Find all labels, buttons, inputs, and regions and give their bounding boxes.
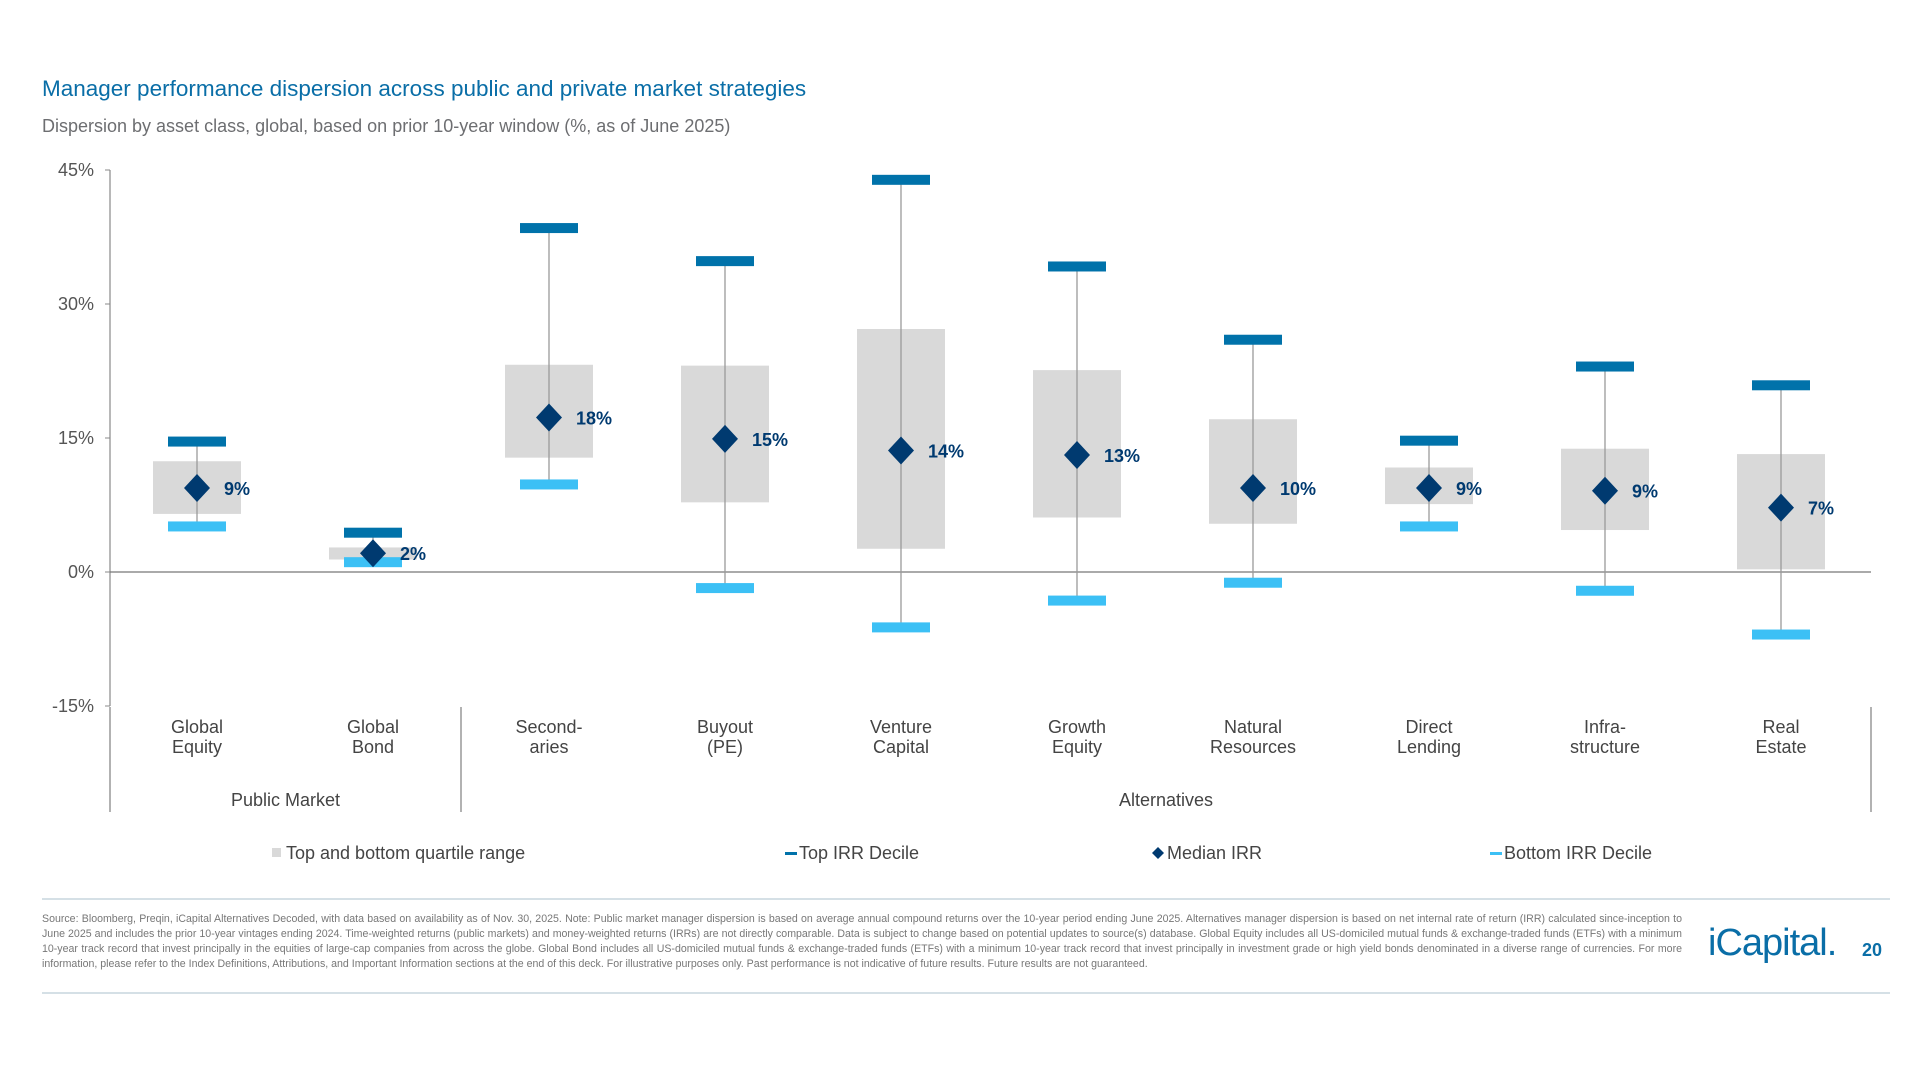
median-diamond [1240,474,1266,503]
median-label: 15% [752,430,788,450]
y-tick-label: 30% [58,294,94,314]
top-decile-marker [168,436,226,447]
top-decile-marker [1576,361,1634,372]
median-label: 7% [1808,499,1834,519]
icapital-logo: iCapital. [1708,922,1837,964]
category-label: Global [347,717,399,737]
median-diamond [888,436,914,465]
median-diamond [1768,493,1794,522]
legend-label: Top and bottom quartile range [286,843,525,863]
legend-diamond-icon [1152,847,1164,859]
footer-source-note: Source: Bloomberg, Preqin, iCapital Alte… [42,913,1682,970]
group-label: Public Market [231,790,340,810]
median-label: 2% [400,544,426,564]
page-number: 20 [1862,940,1883,960]
category-label: Venture [870,717,932,737]
category-label: Global [171,717,223,737]
top-decile-marker [872,174,930,185]
bottom-decile-marker [696,583,754,594]
median-diamond [712,424,738,453]
category-label: Direct [1405,717,1452,737]
category-label: aries [529,737,568,757]
category-label: Lending [1397,737,1461,757]
category-label: structure [1570,737,1640,757]
legend-label: Median IRR [1167,843,1262,863]
median-label: 9% [224,479,250,499]
bottom-decile-marker [1400,521,1458,532]
legend-square-icon [272,848,281,857]
category-label: Resources [1210,737,1296,757]
median-diamond [1416,474,1442,503]
median-diamond [1592,476,1618,505]
median-diamond [536,403,562,432]
bottom-decile-marker [1752,629,1810,640]
top-decile-marker [1400,435,1458,446]
legend-dash-icon [1490,852,1502,855]
median-label: 10% [1280,479,1316,499]
category-label: (PE) [707,737,743,757]
bottom-decile-marker [872,622,930,633]
median-diamond [1064,440,1090,469]
category-label: Buyout [697,717,753,737]
bottom-decile-marker [1576,585,1634,596]
category-label: Infra- [1584,717,1626,737]
y-tick-label: 45% [58,160,94,180]
median-diamond [360,539,386,568]
median-label: 9% [1632,482,1658,502]
bottom-decile-marker [520,479,578,490]
chart-title: Manager performance dispersion across pu… [42,76,807,101]
chart-subtitle: Dispersion by asset class, global, based… [42,116,731,136]
category-label: Growth [1048,717,1106,737]
top-decile-marker [1048,261,1106,272]
footer-divider-bottom [42,992,1890,994]
top-decile-marker [1752,380,1810,391]
legend-dash-icon [785,852,797,855]
top-decile-marker [696,256,754,267]
median-label: 14% [928,442,964,462]
bottom-decile-marker [1224,577,1282,588]
category-label: Bond [352,737,394,757]
bottom-decile-marker [168,521,226,532]
top-decile-marker [1224,334,1282,345]
y-tick-label: -15% [52,696,94,716]
category-label: Capital [873,737,929,757]
median-label: 18% [576,408,612,428]
category-label: Real [1762,717,1799,737]
group-label: Alternatives [1119,790,1213,810]
legend-label: Bottom IRR Decile [1504,843,1652,863]
median-label: 13% [1104,446,1140,466]
category-label: Estate [1755,737,1806,757]
footer-divider-top [42,898,1890,900]
median-label: 9% [1456,479,1482,499]
dispersion-chart: 45%30%15%0%-15%9%GlobalEquity2%GlobalBon… [52,160,1872,863]
y-tick-label: 15% [58,428,94,448]
category-label: Equity [172,737,222,757]
category-label: Natural [1224,717,1282,737]
category-label: Second- [515,717,582,737]
y-tick-label: 0% [68,562,94,582]
bottom-decile-marker [1048,595,1106,606]
top-decile-marker [344,527,402,538]
category-label: Equity [1052,737,1102,757]
median-diamond [184,474,210,503]
legend-label: Top IRR Decile [799,843,919,863]
top-decile-marker [520,223,578,234]
